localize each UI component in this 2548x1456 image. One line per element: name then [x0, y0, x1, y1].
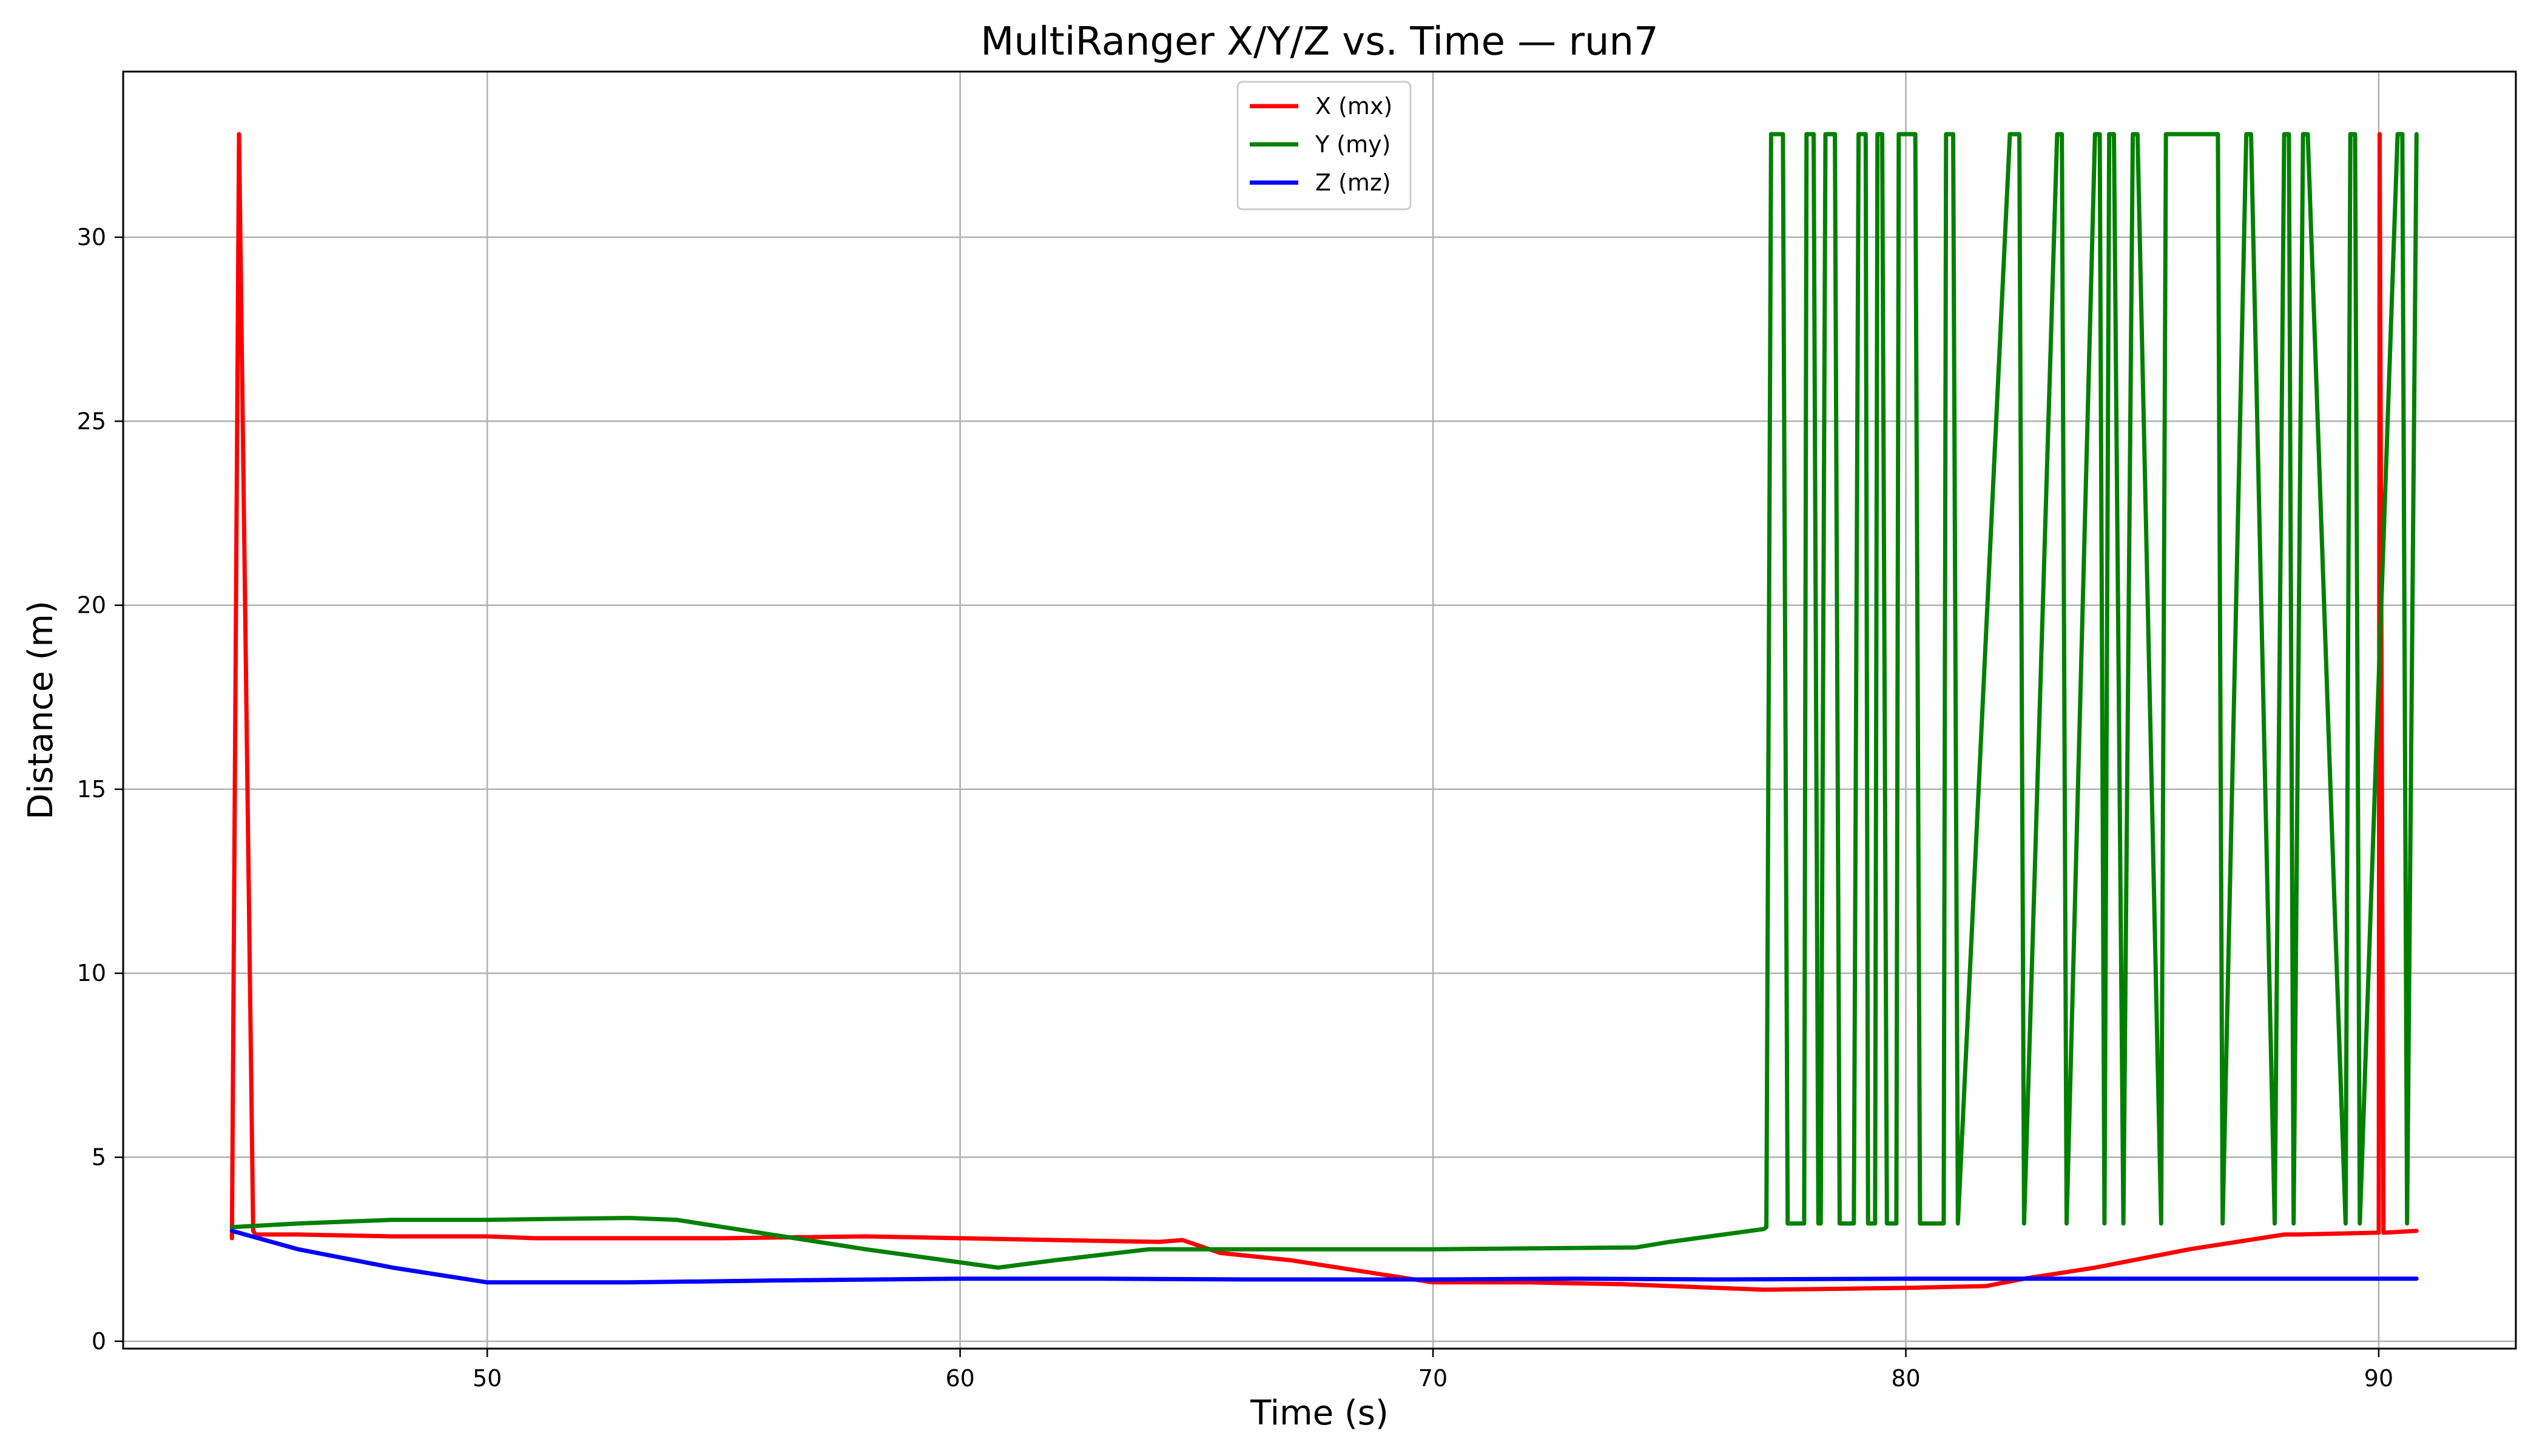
x-tick-label: 50 [473, 1365, 502, 1392]
legend-label: Z (mz) [1315, 169, 1391, 196]
y-tick-label: 0 [92, 1328, 106, 1355]
x-tick-label: 70 [1418, 1365, 1448, 1392]
series-line-y [229, 132, 2419, 1270]
legend-box [1236, 81, 1412, 211]
legend: X (mx) Y (my) Z (mz) [1236, 81, 1412, 211]
y-tick-label: 5 [92, 1144, 106, 1171]
y-tick-label: 15 [77, 776, 106, 803]
chart-title: MultiRanger X/Y/Z vs. Time — run7 [980, 19, 1659, 64]
series-lines [229, 132, 2419, 1292]
y-tick-label: 25 [77, 408, 106, 434]
series-line-x [229, 132, 2419, 1292]
plot-frame [122, 70, 2517, 1350]
legend-label: Y (my) [1315, 131, 1390, 158]
y-tick-label: 10 [77, 960, 106, 986]
x-tick-label: 90 [2364, 1365, 2393, 1392]
y-axis-label: Distance (m) [21, 601, 61, 820]
x-tick-label: 80 [1891, 1365, 1920, 1392]
x-tick-label: 60 [945, 1365, 974, 1392]
legend-label: X (mx) [1315, 93, 1392, 120]
y-tick-label: 20 [77, 592, 106, 619]
grid-lines [123, 72, 2516, 1349]
y-tick-label: 30 [77, 224, 106, 251]
axis-ticks: 50 60 70 80 90 0 5 10 15 20 25 30 [77, 224, 2393, 1392]
series-line-z [229, 1228, 2419, 1285]
x-axis-label: Time (s) [1250, 1394, 1389, 1433]
